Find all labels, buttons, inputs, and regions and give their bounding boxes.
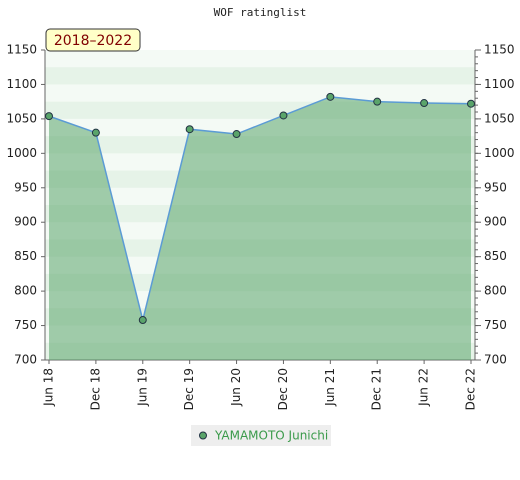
legend xyxy=(191,425,331,446)
marker xyxy=(45,112,53,121)
legend-label: YAMAMOTO Junichi xyxy=(214,429,328,443)
marker xyxy=(373,97,382,106)
annotation-box xyxy=(45,28,141,52)
y2-tick-label: 800 xyxy=(484,284,507,298)
marker xyxy=(232,130,241,139)
chart-title: WOF ratinglist xyxy=(214,6,307,19)
line xyxy=(48,96,472,321)
y-tick-label: 900 xyxy=(14,215,37,229)
y-tick-label: 1100 xyxy=(6,77,37,91)
x-tick-label: Jun 21 xyxy=(323,368,337,407)
y2-tick-label: 750 xyxy=(484,318,507,332)
annotation: 2018–2022 xyxy=(54,33,132,49)
x-tick-label: Dec 19 xyxy=(182,368,196,410)
x-tick-label: Dec 22 xyxy=(464,368,478,410)
y2-tick-label: 1000 xyxy=(484,146,515,160)
y-tick-label: 950 xyxy=(14,180,37,194)
x-tick-label: Jun 22 xyxy=(417,368,431,407)
y2-tick-label: 1050 xyxy=(484,111,515,125)
background-band xyxy=(45,67,475,85)
background-band xyxy=(45,50,475,68)
x-tick-label: Dec 20 xyxy=(276,368,290,410)
background-band xyxy=(45,84,475,103)
y2-tick-label: 950 xyxy=(484,180,507,194)
y2-tick-label: 700 xyxy=(484,353,507,367)
area xyxy=(49,96,471,360)
marker xyxy=(91,128,100,137)
y-tick-label: 700 xyxy=(14,353,37,367)
marker xyxy=(279,111,288,120)
marker xyxy=(467,99,475,108)
y-tick-label: 1000 xyxy=(6,146,37,160)
y-tick-label: 750 xyxy=(14,318,37,332)
y-tick-label: 1050 xyxy=(6,111,37,125)
y2-tick-label: 1150 xyxy=(484,43,515,57)
marker xyxy=(326,92,335,101)
marker xyxy=(420,99,429,108)
y-tick-label: 850 xyxy=(14,249,37,263)
y2-tick-label: 1100 xyxy=(484,77,515,91)
y-tick-label: 1150 xyxy=(6,43,37,57)
x-tick-label: Jun 19 xyxy=(135,368,149,407)
y-tick-label: 800 xyxy=(14,284,37,298)
x-tick-label: Jun 20 xyxy=(229,368,243,407)
x-tick-label: Dec 18 xyxy=(88,368,102,410)
y2-tick-label: 900 xyxy=(484,215,507,229)
legend-marker xyxy=(199,431,207,440)
x-tick-label: Dec 21 xyxy=(370,368,384,410)
marker xyxy=(185,125,194,134)
y2-tick-label: 850 xyxy=(484,249,507,263)
marker xyxy=(138,316,147,325)
x-tick-label: Jun 18 xyxy=(42,368,56,407)
